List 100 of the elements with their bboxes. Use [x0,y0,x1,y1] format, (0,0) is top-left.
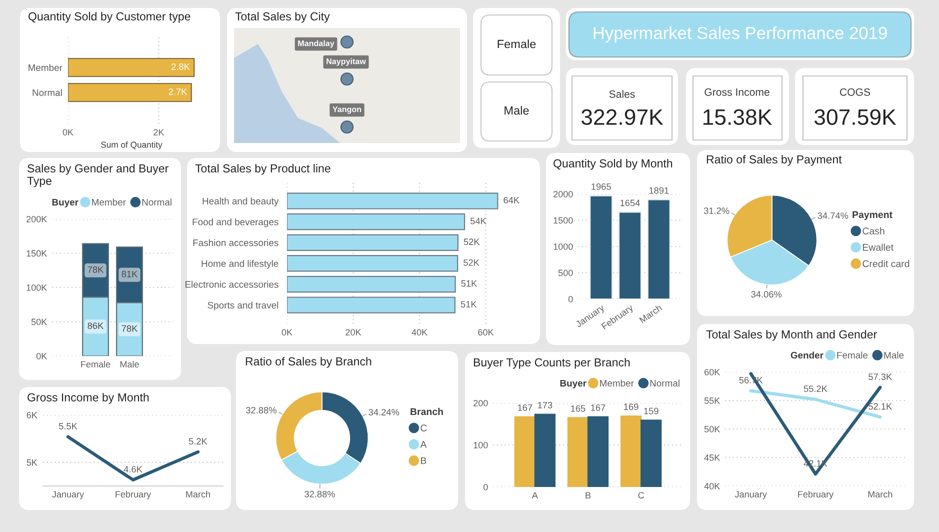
data-label: 78K [122,325,138,332]
y-tick-label: 1500 [554,217,573,224]
bar [287,192,498,210]
legend-label: Member [92,198,126,206]
y-tick-label: 500 [558,270,573,276]
y-tick-label: Home and lifestyle [202,260,278,269]
data-label: 1965 [592,183,611,190]
chart-title: Total Sales by Product line [195,164,330,175]
x-tick-label: 60K [478,329,494,336]
y-tick-label: 2000 [554,190,573,198]
y-tick-label: 50K [31,318,48,326]
legend-label: Male [884,352,904,359]
chart-title: Quantity Sold by Month [554,159,672,170]
y-tick-label: 6K [26,412,38,418]
data-label: 169 [624,404,638,410]
data-label: 54K [470,218,486,224]
x-tick-label: 20K [346,329,362,336]
y-tick-label: 1000 [554,243,573,250]
data-label: 81K [122,270,138,278]
x-tick-label: March [868,490,892,498]
bar [287,213,466,230]
text: Male [504,106,529,115]
chart-title: Total Sales by Month and Gender [706,330,877,341]
legend-title: Buyer [52,198,78,208]
legend-title: Buyer [560,380,586,388]
legend-label: Ewallet [863,244,894,251]
data-label: 2.8K [172,63,190,70]
data-label: 165 [571,405,586,412]
data-label: 57.3K [868,374,892,380]
data-label: 1891 [649,187,669,194]
data-label: 159 [644,408,658,414]
data-label: 4.6K [124,466,142,472]
data-label: 52K [464,238,480,246]
data-label: 173 [538,402,552,408]
y-tick-label: Sports and travel [208,302,278,310]
chart-title: Ratio of Sales by Payment [706,155,842,166]
data-label: 51K [460,301,477,308]
x-tick-label: February [798,490,834,500]
text: Mandalay [298,40,334,48]
chart-title: Ratio of Sales by Branch [246,357,372,368]
y-tick-label: 0 [568,296,573,302]
x-tick-label: 2K [154,129,164,136]
text: COGS [840,88,870,96]
legend-label: Normal [142,198,172,206]
data-label: 2.7K [168,88,188,95]
y-tick-label: Health and beauty [202,198,279,206]
text: Gross Income [704,88,770,96]
legend-label: Female [837,352,868,359]
x-tick-label: 40K [412,329,428,336]
y-tick-label: 0 [483,484,488,490]
x-tick-label: March [186,490,210,498]
text: Yangon [332,106,362,114]
bar [618,212,642,299]
data-label: 32.88% [246,406,276,414]
y-tick-label: Fashion accessories [193,239,278,246]
data-label: 167 [591,404,606,411]
data-label: 5.2K [188,438,208,445]
legend-title: Payment [852,211,892,220]
data-label: 55.2K [804,386,828,392]
data-label: 52K [464,259,480,266]
x-tick-label: 0K [282,329,292,336]
x-tick-label: January [734,491,767,500]
chart-title: Quantity Sold by Customer type [28,12,190,23]
legend-title: Branch [410,408,443,416]
data-label: 86K [88,322,104,330]
y-tick-label: 200K [26,216,48,222]
data-label: 167 [518,404,532,411]
data-label: 78K [88,266,104,273]
bar [287,296,456,314]
bar [590,195,613,299]
text: Naypyitaw [326,58,366,66]
bar [287,234,458,251]
text: Sales [609,90,635,98]
chart-title: Gross Income by Month [28,393,149,404]
text: Female [498,40,536,48]
text: 322.97K [581,109,664,125]
x-axis-title: Sum of Quantity [101,141,162,150]
data-label: 34.06% [751,291,782,298]
y-tick-label: Electronic accessories [185,280,278,288]
text: Hypermarket Sales Performance 2019 [594,26,887,43]
y-tick-label: 50K [704,426,720,432]
y-tick-label: 5K [26,459,38,466]
y-tick-label: 200 [474,400,488,406]
chart-title: Buyer Type Counts per Branch [474,358,630,369]
y-tick-label: Normal [32,89,62,96]
text: 307.59K [814,109,896,125]
data-label: 1654 [620,200,640,206]
data-label: 52.1K [868,403,892,410]
y-tick-label: 55K [704,398,720,404]
x-tick-label: February [116,490,152,500]
bar [287,255,458,272]
legend-label: C [420,424,427,432]
x-tick-label: January [52,491,84,500]
legend-label: B [421,457,426,464]
chart-title: Sales by Gender and Buyer Type [27,164,168,188]
x-tick-label: A [532,492,538,498]
y-tick-label: 150K [26,250,48,257]
y-tick-label: Member [28,64,62,72]
text: 15.38K [703,109,772,125]
data-label: 34.24% [368,408,400,416]
